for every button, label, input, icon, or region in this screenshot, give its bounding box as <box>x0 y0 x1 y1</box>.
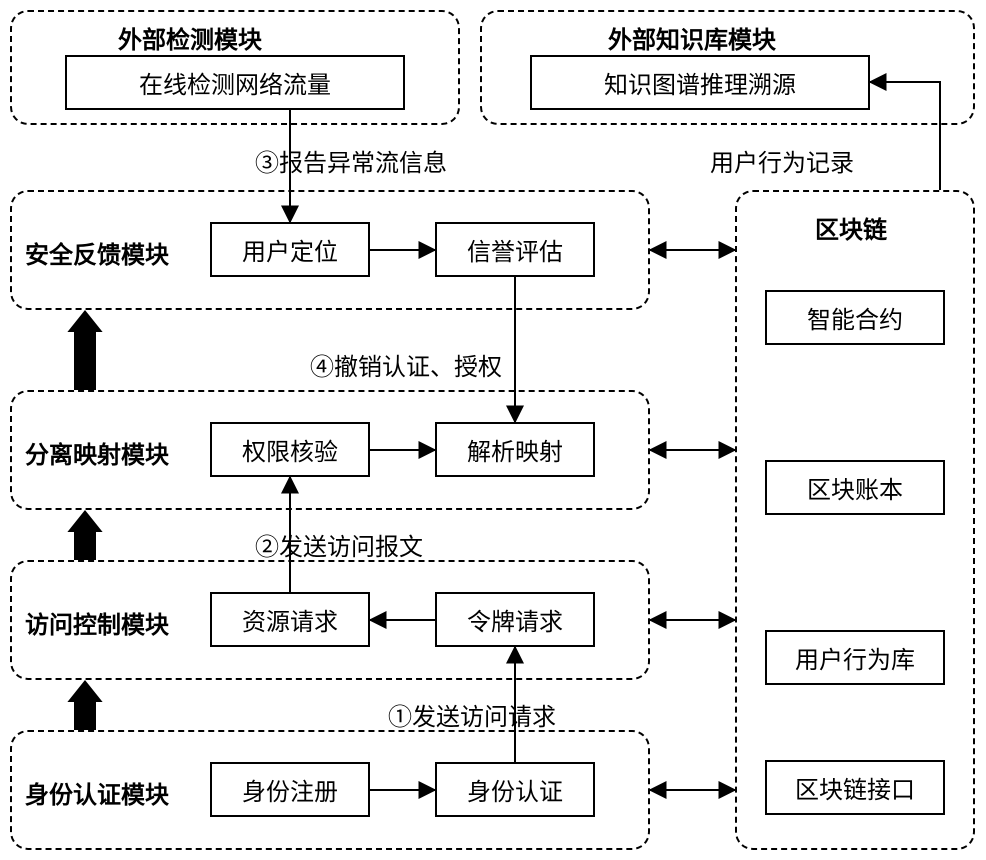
module-title-sep-map: 分离映射模块 <box>25 435 169 470</box>
diagram-canvas: 外部检测模块 外部知识库模块 安全反馈模块 分离映射模块 访问控制模块 身份认证… <box>0 0 986 860</box>
node-perm-check: 权限核验 <box>210 422 370 477</box>
node-user-locate: 用户定位 <box>210 222 370 277</box>
node-kg-trace: 知识图谱推理溯源 <box>530 55 870 110</box>
edge-label-2: ②发送访问报文 <box>255 527 423 562</box>
module-title-ext-kb: 外部知识库模块 <box>608 20 776 55</box>
node-parse-map: 解析映射 <box>435 422 595 477</box>
node-smart-contract: 智能合约 <box>765 290 945 345</box>
node-reputation: 信誉评估 <box>435 222 595 277</box>
node-id-auth: 身份认证 <box>435 762 595 817</box>
module-blockchain <box>735 190 975 850</box>
node-online-detect: 在线检测网络流量 <box>65 55 405 110</box>
node-res-request: 资源请求 <box>210 592 370 647</box>
edge-label-3: ③报告异常流信息 <box>255 143 447 178</box>
node-token-request: 令牌请求 <box>435 592 595 647</box>
node-block-ledger: 区块账本 <box>765 460 945 515</box>
edge-label-4: ④撤销认证、授权 <box>310 347 502 382</box>
edge-label-behavior: 用户行为记录 <box>710 143 854 178</box>
node-behavior-db: 用户行为库 <box>765 630 945 685</box>
edge-label-1: ①发送访问请求 <box>388 697 556 732</box>
node-bc-interface: 区块链接口 <box>765 760 945 815</box>
node-id-register: 身份注册 <box>210 762 370 817</box>
module-title-identity: 身份认证模块 <box>25 775 169 810</box>
module-title-ext-detect: 外部检测模块 <box>118 20 262 55</box>
module-title-access-ctrl: 访问控制模块 <box>25 605 169 640</box>
module-title-sec-feedback: 安全反馈模块 <box>25 235 169 270</box>
module-title-blockchain: 区块链 <box>815 210 887 245</box>
